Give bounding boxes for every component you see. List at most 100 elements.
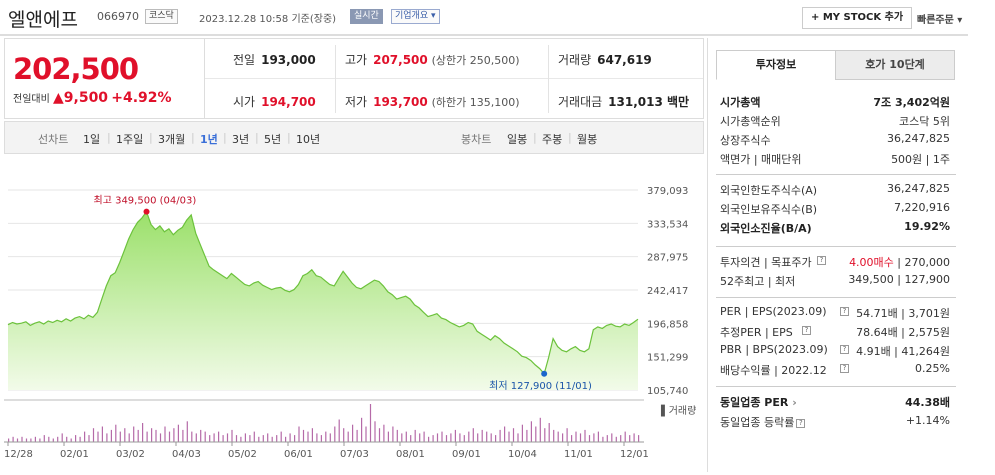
period-1w[interactable]: 1주일 (116, 133, 144, 146)
realtime-badge[interactable]: 실시간 (350, 9, 383, 24)
volume-bar (347, 431, 349, 442)
volume-bar (186, 421, 188, 442)
x-tick-label: 10/04 (508, 449, 537, 460)
volume-bar (128, 433, 130, 442)
volume-bar (468, 431, 470, 442)
divider (205, 78, 703, 79)
volume-bar (88, 435, 90, 442)
volume-bar (392, 426, 394, 442)
x-tick-label: 08/01 (396, 449, 425, 460)
volume-bar (633, 433, 635, 442)
volume-bar (361, 417, 363, 442)
x-tick-label: 12/01 (620, 449, 649, 460)
volume-bar (562, 433, 564, 442)
arrow-right-icon: › (792, 396, 797, 409)
volume-bar (432, 435, 434, 442)
period-1y[interactable]: 1년 (200, 133, 218, 146)
x-tick-label: 04/03 (172, 449, 201, 460)
help-icon[interactable]: ? (796, 418, 806, 428)
current-price: 202,500 (13, 52, 139, 86)
volume-bar (101, 426, 103, 442)
candle-daily[interactable]: 일봉 (507, 133, 528, 146)
volume-bar (240, 436, 242, 442)
volume-bar (57, 436, 59, 442)
volume-bar (75, 435, 77, 442)
divider (716, 174, 956, 175)
volume-bar (410, 435, 412, 442)
period-10y[interactable]: 10년 (296, 133, 321, 146)
volume-bar (486, 431, 488, 442)
volume-bar (289, 433, 291, 442)
volume-bar (253, 431, 255, 442)
separator: | (107, 131, 111, 144)
volume-bar (168, 431, 171, 442)
volume-bar (557, 431, 559, 442)
separator: | (287, 131, 291, 144)
info-row-value: 7조 3,402억원 (873, 96, 950, 109)
change-percent: +4.92% (111, 90, 172, 106)
tab-invest-info[interactable]: 투자정보 (716, 50, 836, 80)
volume-bar (548, 423, 550, 442)
volume-bar (30, 438, 32, 442)
quick-order-dropdown[interactable]: 빠른주문 ▾ (917, 15, 963, 26)
volume-bar (490, 433, 492, 442)
candle-monthly[interactable]: 월봉 (577, 133, 598, 146)
volume-bar (280, 431, 282, 442)
help-icon[interactable]: ? (840, 307, 849, 316)
volume-bar (92, 428, 95, 442)
help-icon[interactable]: ? (840, 345, 849, 354)
tab-hoga-10[interactable]: 호가 10단계 (835, 50, 955, 80)
volume-bar (369, 404, 372, 442)
volume-bar (21, 436, 23, 442)
divider (716, 386, 956, 387)
volume-bar (544, 428, 546, 442)
volume-bar (307, 431, 309, 442)
volume-bar (8, 438, 10, 442)
help-icon[interactable]: ? (840, 364, 849, 373)
invest-info-panel: 투자정보 호가 10단계 시가총액 7조 3,402억원 시가총액순위 코스닥 5위 상… (707, 38, 965, 472)
divider (335, 45, 336, 113)
volume: 거래량 647,619 (558, 53, 652, 67)
volume-bar (602, 436, 604, 442)
period-3m[interactable]: 3개월 (158, 133, 186, 146)
company-info-dropdown[interactable]: 기업개요 ▾ (391, 9, 440, 24)
volume-bar (84, 431, 86, 442)
volume-bar (575, 431, 577, 442)
industry-rate-row: 동일업종 등락률? +1.14% (720, 414, 950, 429)
volume-bar (48, 436, 50, 442)
volume-bar (271, 436, 273, 442)
chart-period-bar: 선차트 1일 | 1주일 | 3개월 | 1년 | 3년 | 5년 | 10년 … (4, 121, 704, 154)
trade-amount: 거래대금 131,013 백만 (558, 95, 690, 109)
x-tick-label: 06/01 (284, 449, 313, 460)
volume-bar (142, 423, 144, 442)
volume-bar (512, 428, 515, 442)
day-high: 고가 207,500 (상한가 250,500) (345, 53, 520, 67)
volume-bar (25, 438, 28, 442)
add-mystock-button[interactable]: + MY STOCK 추가 (802, 7, 913, 29)
price-chart: 379,093 333,534 287,975 242,417 196,858 151,2… (4, 156, 704, 472)
help-icon[interactable]: ? (802, 326, 811, 335)
stock-header: 엘앤에프 066970 코스닥 2023.12.28 10:58 기준(장중) … (0, 0, 968, 36)
volume-bar (588, 435, 591, 442)
price-area (8, 211, 638, 390)
period-5y[interactable]: 5년 (264, 133, 282, 146)
help-icon[interactable]: ? (817, 256, 826, 265)
volume-bar (311, 428, 313, 442)
x-tick-label: 03/02 (116, 449, 145, 460)
volume-bar (414, 429, 416, 442)
volume-bar (396, 429, 398, 442)
volume-bar (39, 438, 41, 442)
period-1d[interactable]: 1일 (83, 133, 101, 146)
volume-bar (195, 433, 197, 442)
volume-bar (244, 433, 246, 442)
volume-bar (481, 429, 483, 442)
candle-weekly[interactable]: 주봉 (542, 133, 563, 146)
volume-bar (200, 429, 202, 442)
volume-bar (629, 435, 631, 442)
volume-bar (495, 435, 497, 442)
period-3y[interactable]: 3년 (232, 133, 250, 146)
volume-bar (539, 417, 541, 442)
info-row: 외국인소진율(B/A) 19.92% (720, 220, 950, 238)
x-tick-label: 11/01 (564, 449, 593, 460)
stock-name: 엘앤에프 (8, 9, 78, 31)
